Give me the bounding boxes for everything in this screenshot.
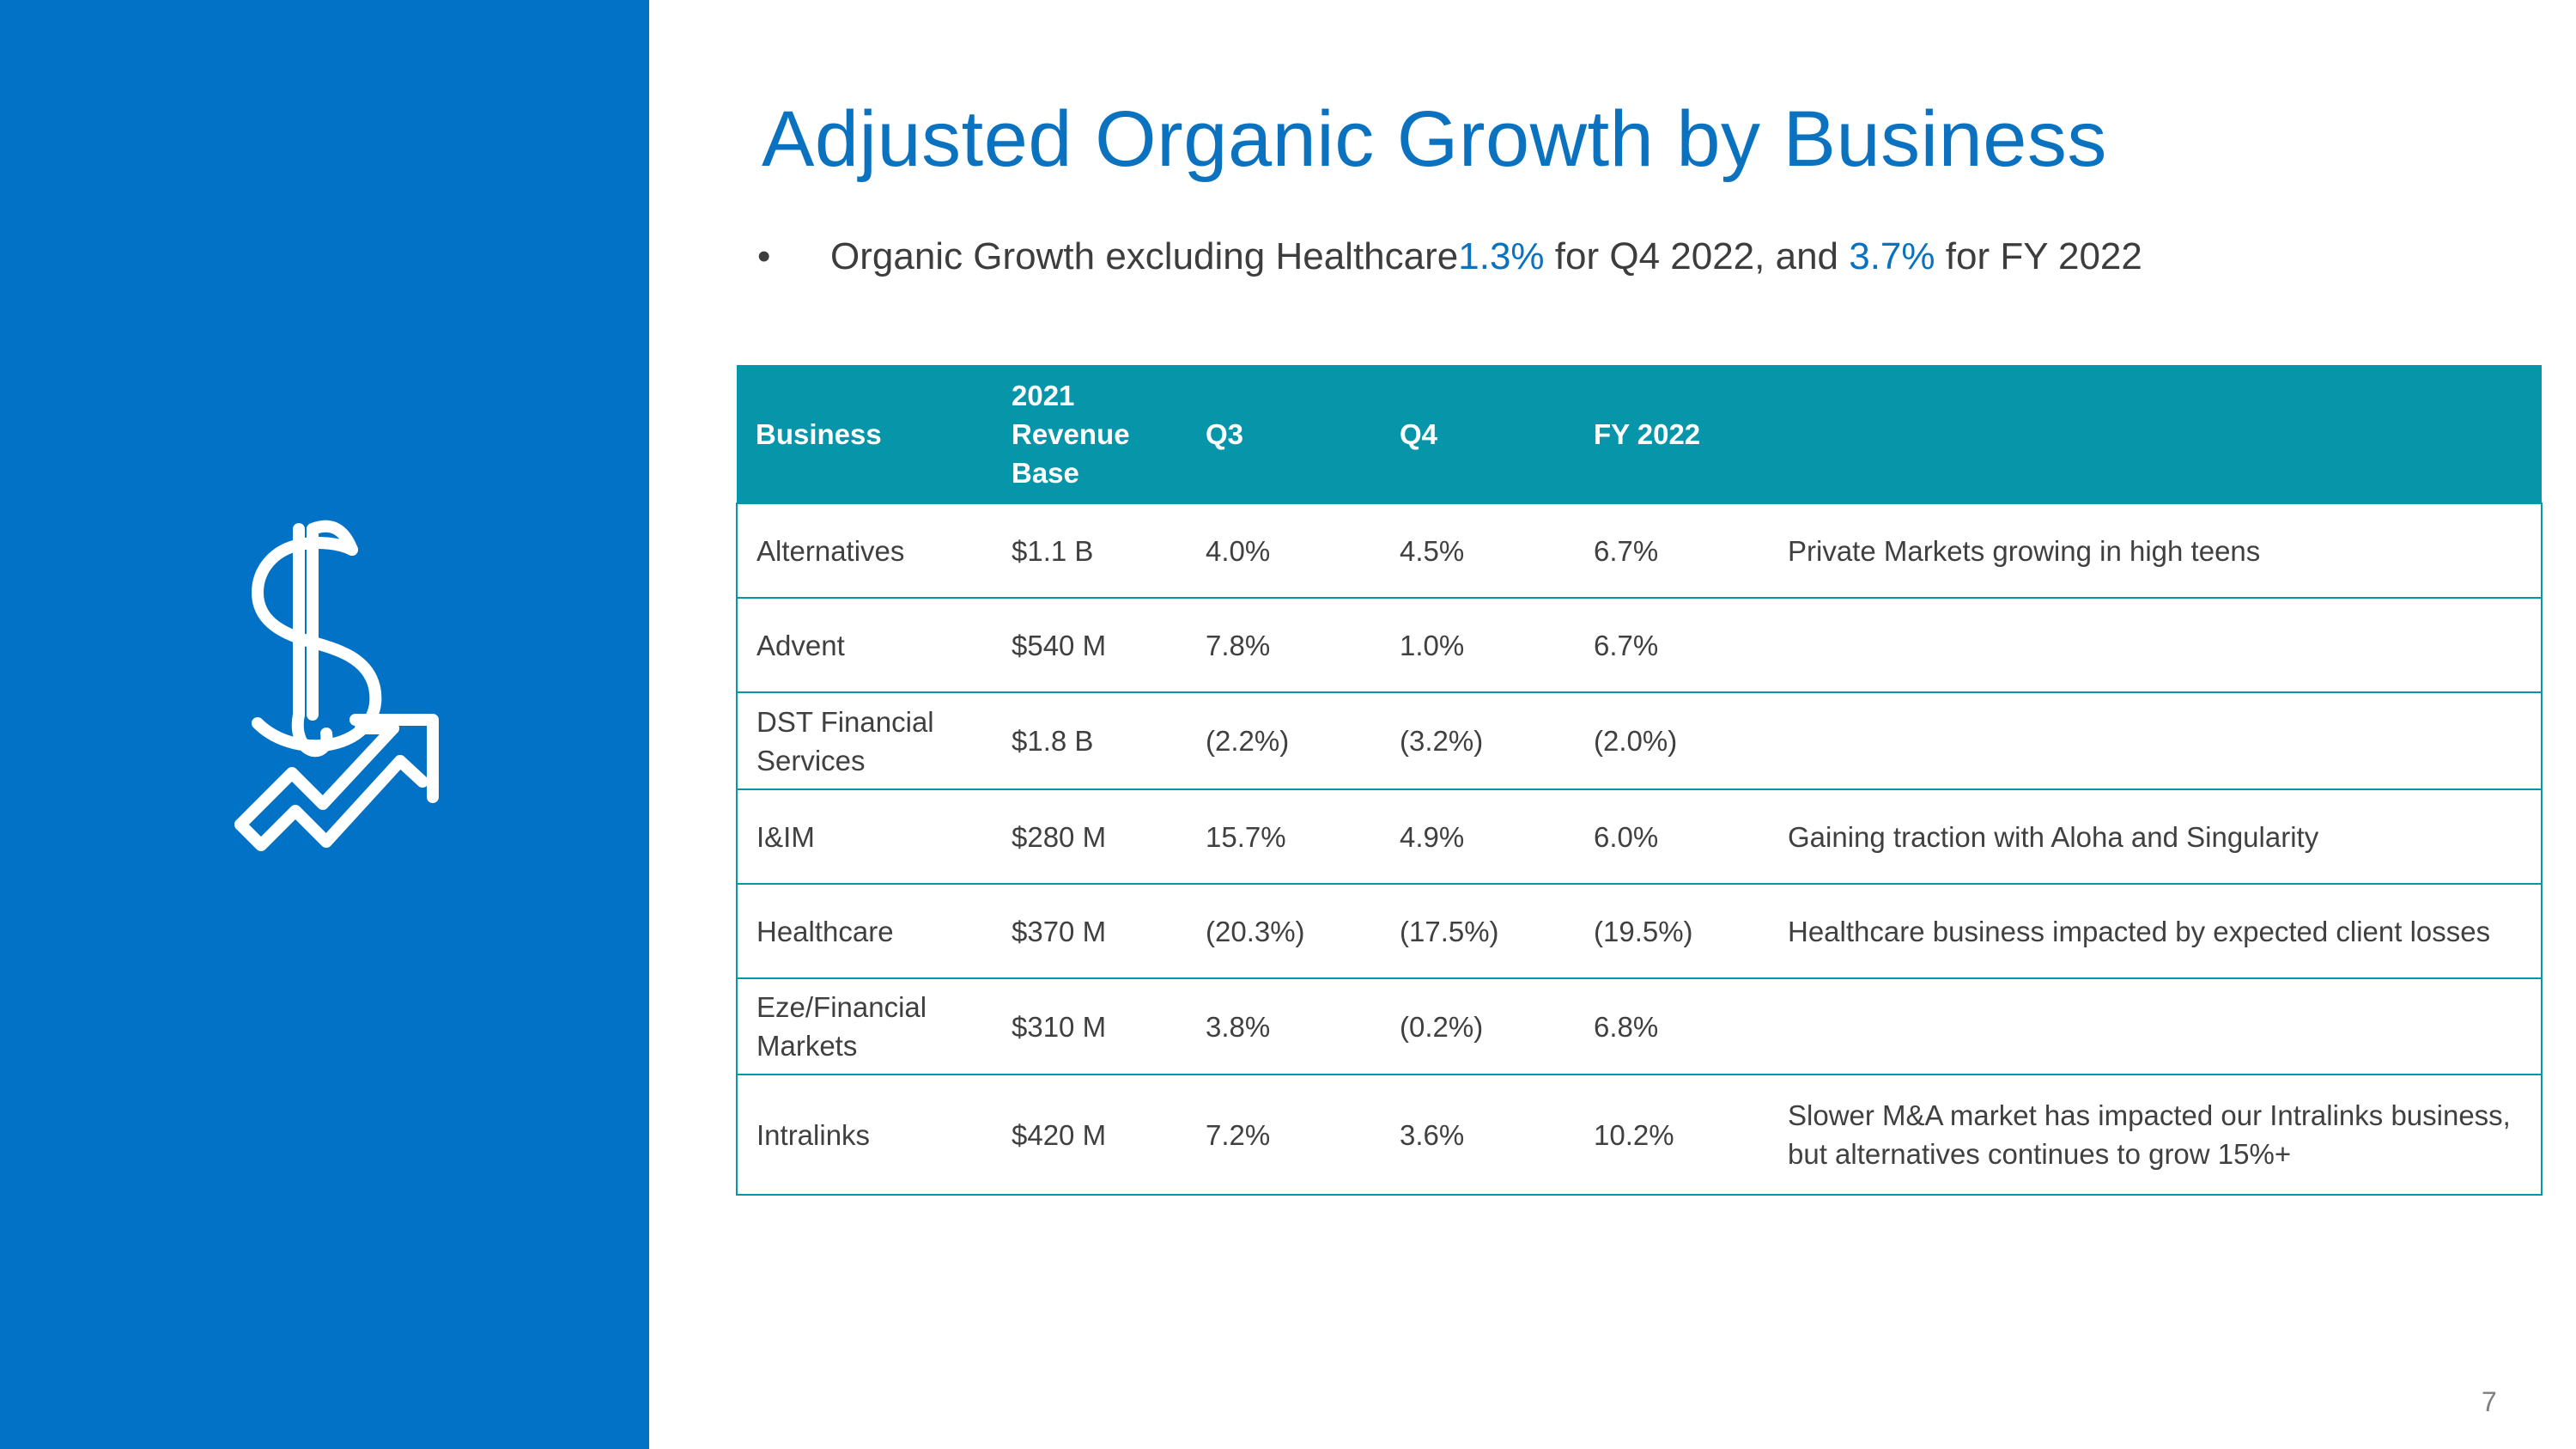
bullet-icon: • <box>757 235 771 277</box>
row-comment: Gaining traction with Aloha and Singular… <box>1769 788 2542 884</box>
row-q3: (2.2%) <box>1187 691 1381 789</box>
row-q3: 7.8% <box>1187 597 1381 692</box>
row-fy: (2.0%) <box>1575 691 1769 789</box>
row-comment <box>1769 977 2542 1075</box>
row-base: $370 M <box>993 883 1187 978</box>
header-business: Business <box>737 365 993 503</box>
row-base: $280 M <box>993 788 1187 884</box>
row-base: $540 M <box>993 597 1187 692</box>
table-row: Intralinks $420 M 7.2% 3.6% 10.2% Slower… <box>737 1074 2542 1195</box>
bullet-text-before: Organic Growth excluding Healthcare <box>830 235 1459 277</box>
header-fy: FY 2022 <box>1575 365 1769 503</box>
row-q4: 1.0% <box>1381 597 1575 692</box>
q4-growth-value: 1.3% <box>1458 235 1545 277</box>
table-row: Healthcare $370 M (20.3%) (17.5%) (19.5%… <box>737 883 2542 978</box>
row-q3: 15.7% <box>1187 788 1381 884</box>
row-business: I&IM <box>737 788 993 884</box>
row-fy: 6.8% <box>1575 977 1769 1075</box>
row-fy: (19.5%) <box>1575 883 1769 978</box>
row-business: Intralinks <box>737 1074 993 1195</box>
table-row: Advent $540 M 7.8% 1.0% 6.7% <box>737 597 2542 692</box>
table-header-row: Business 2021 Revenue Base Q3 Q4 FY 2022 <box>737 365 2542 503</box>
page-number: 7 <box>2482 1386 2497 1417</box>
row-base: $1.8 B <box>993 691 1187 789</box>
summary-bullet: • Organic Growth excluding Healthcare1.3%… <box>757 235 2142 278</box>
header-comment <box>1769 365 2542 503</box>
row-business: Alternatives <box>737 502 993 598</box>
row-q4: 4.5% <box>1381 502 1575 598</box>
row-fy: 6.0% <box>1575 788 1769 884</box>
row-comment <box>1769 597 2542 692</box>
row-base: $310 M <box>993 977 1187 1075</box>
row-business: Eze/Financial Markets <box>737 977 993 1075</box>
row-comment: Healthcare business impacted by expected… <box>1769 883 2542 978</box>
row-comment: Slower M&A market has impacted our Intra… <box>1769 1074 2542 1195</box>
row-business: DST Financial Services <box>737 691 993 789</box>
table-row: Eze/Financial Markets $310 M 3.8% (0.2%)… <box>737 977 2542 1075</box>
dollar-growth-arrow-icon <box>234 520 439 851</box>
row-business: Healthcare <box>737 883 993 978</box>
row-fy: 10.2% <box>1575 1074 1769 1195</box>
row-q4: (3.2%) <box>1381 691 1575 789</box>
row-comment <box>1769 691 2542 789</box>
page-title: Adjusted Organic Growth by Business <box>762 95 2107 183</box>
row-q3: 3.8% <box>1187 977 1381 1075</box>
table-row: I&IM $280 M 15.7% 4.9% 6.0% Gaining trac… <box>737 788 2542 884</box>
row-fy: 6.7% <box>1575 502 1769 598</box>
row-q3: 7.2% <box>1187 1074 1381 1195</box>
row-q4: (0.2%) <box>1381 977 1575 1075</box>
row-q3: 4.0% <box>1187 502 1381 598</box>
row-fy: 6.7% <box>1575 597 1769 692</box>
header-q3: Q3 <box>1187 365 1381 503</box>
row-base: $420 M <box>993 1074 1187 1195</box>
left-accent-panel <box>0 0 649 1449</box>
table-row: Alternatives $1.1 B 4.0% 4.5% 6.7% Priva… <box>737 502 2542 598</box>
row-q3: (20.3%) <box>1187 883 1381 978</box>
bullet-text-after: for FY 2022 <box>1935 235 2142 277</box>
growth-table: Business 2021 Revenue Base Q3 Q4 FY 2022 A… <box>736 365 2543 1196</box>
row-q4: (17.5%) <box>1381 883 1575 978</box>
header-revenue-base: 2021 Revenue Base <box>993 365 1187 503</box>
table-row: DST Financial Services $1.8 B (2.2%) (3.… <box>737 691 2542 789</box>
row-q4: 4.9% <box>1381 788 1575 884</box>
row-q4: 3.6% <box>1381 1074 1575 1195</box>
header-q4: Q4 <box>1381 365 1575 503</box>
fy-growth-value: 3.7% <box>1849 235 1935 277</box>
bullet-text-middle: for Q4 2022, and <box>1544 235 1850 277</box>
row-comment: Private Markets growing in high teens <box>1769 502 2542 598</box>
row-base: $1.1 B <box>993 502 1187 598</box>
row-business: Advent <box>737 597 993 692</box>
